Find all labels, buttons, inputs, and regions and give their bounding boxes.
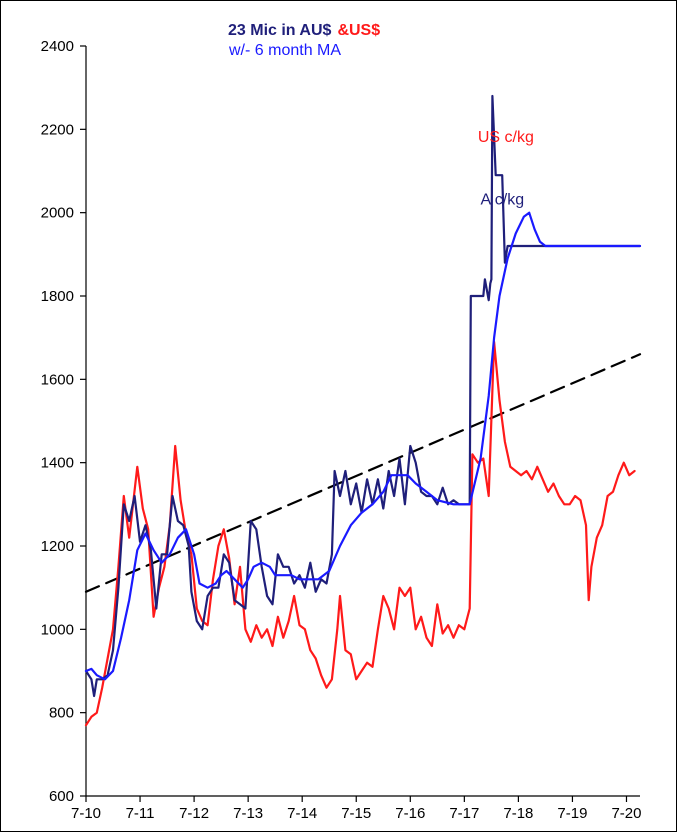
series-line-us [84, 340, 636, 727]
y-tick-label: 2200 [41, 121, 74, 138]
x-ticks: 7-10 7-11 7-12 7-13 7-14 7-15 7-16 7-17 7-18 7-19… [71, 796, 642, 822]
series-lines [84, 94, 642, 727]
y-tick-label: 1600 [41, 371, 74, 388]
chart-titles: 23 Mic in AU$ &US$ w/- 6 month MA [228, 22, 380, 59]
title-part-us: &US$ [337, 22, 380, 39]
x-tick-label: 7-12 [179, 805, 209, 822]
x-tick-label: 7-14 [287, 805, 317, 822]
x-tick-label: 7-13 [233, 805, 263, 822]
chart-subtitle: w/- 6 month MA [228, 42, 341, 59]
x-tick-label: 7-15 [341, 805, 371, 822]
annotation-label: A c/kg [481, 191, 525, 208]
series-line-ma [84, 211, 642, 681]
title-part-au: 23 Mic in AU$ [228, 22, 332, 39]
chart-title: 23 Mic in AU$ &US$ [228, 22, 380, 39]
y-ticks: 600 800 1000 1200 1400 1600 1800 2000 2200 2400 [41, 38, 86, 805]
y-tick-label: 2000 [41, 205, 74, 222]
annotation-label: US c/kg [478, 129, 534, 146]
series-line-aud [84, 94, 642, 698]
series-line-trend [84, 353, 642, 593]
y-tick-label: 1400 [41, 455, 74, 472]
x-tick-label: 7-10 [71, 805, 101, 822]
axes [85, 46, 640, 797]
y-tick-label: 1800 [41, 288, 74, 305]
y-tick-label: 2400 [41, 38, 74, 55]
x-tick-label: 7-20 [611, 805, 641, 822]
annotations: US c/kg A c/kg [478, 129, 534, 209]
y-tick-label: 800 [49, 705, 74, 722]
y-tick-label: 1200 [41, 538, 74, 555]
x-tick-label: 7-17 [449, 805, 479, 822]
y-tick-label: 1000 [41, 621, 74, 638]
x-tick-label: 7-19 [557, 805, 587, 822]
x-tick-label: 7-16 [395, 805, 425, 822]
x-tick-label: 7-18 [503, 805, 533, 822]
y-tick-label: 600 [49, 788, 74, 805]
x-tick-label: 7-11 [126, 805, 155, 822]
